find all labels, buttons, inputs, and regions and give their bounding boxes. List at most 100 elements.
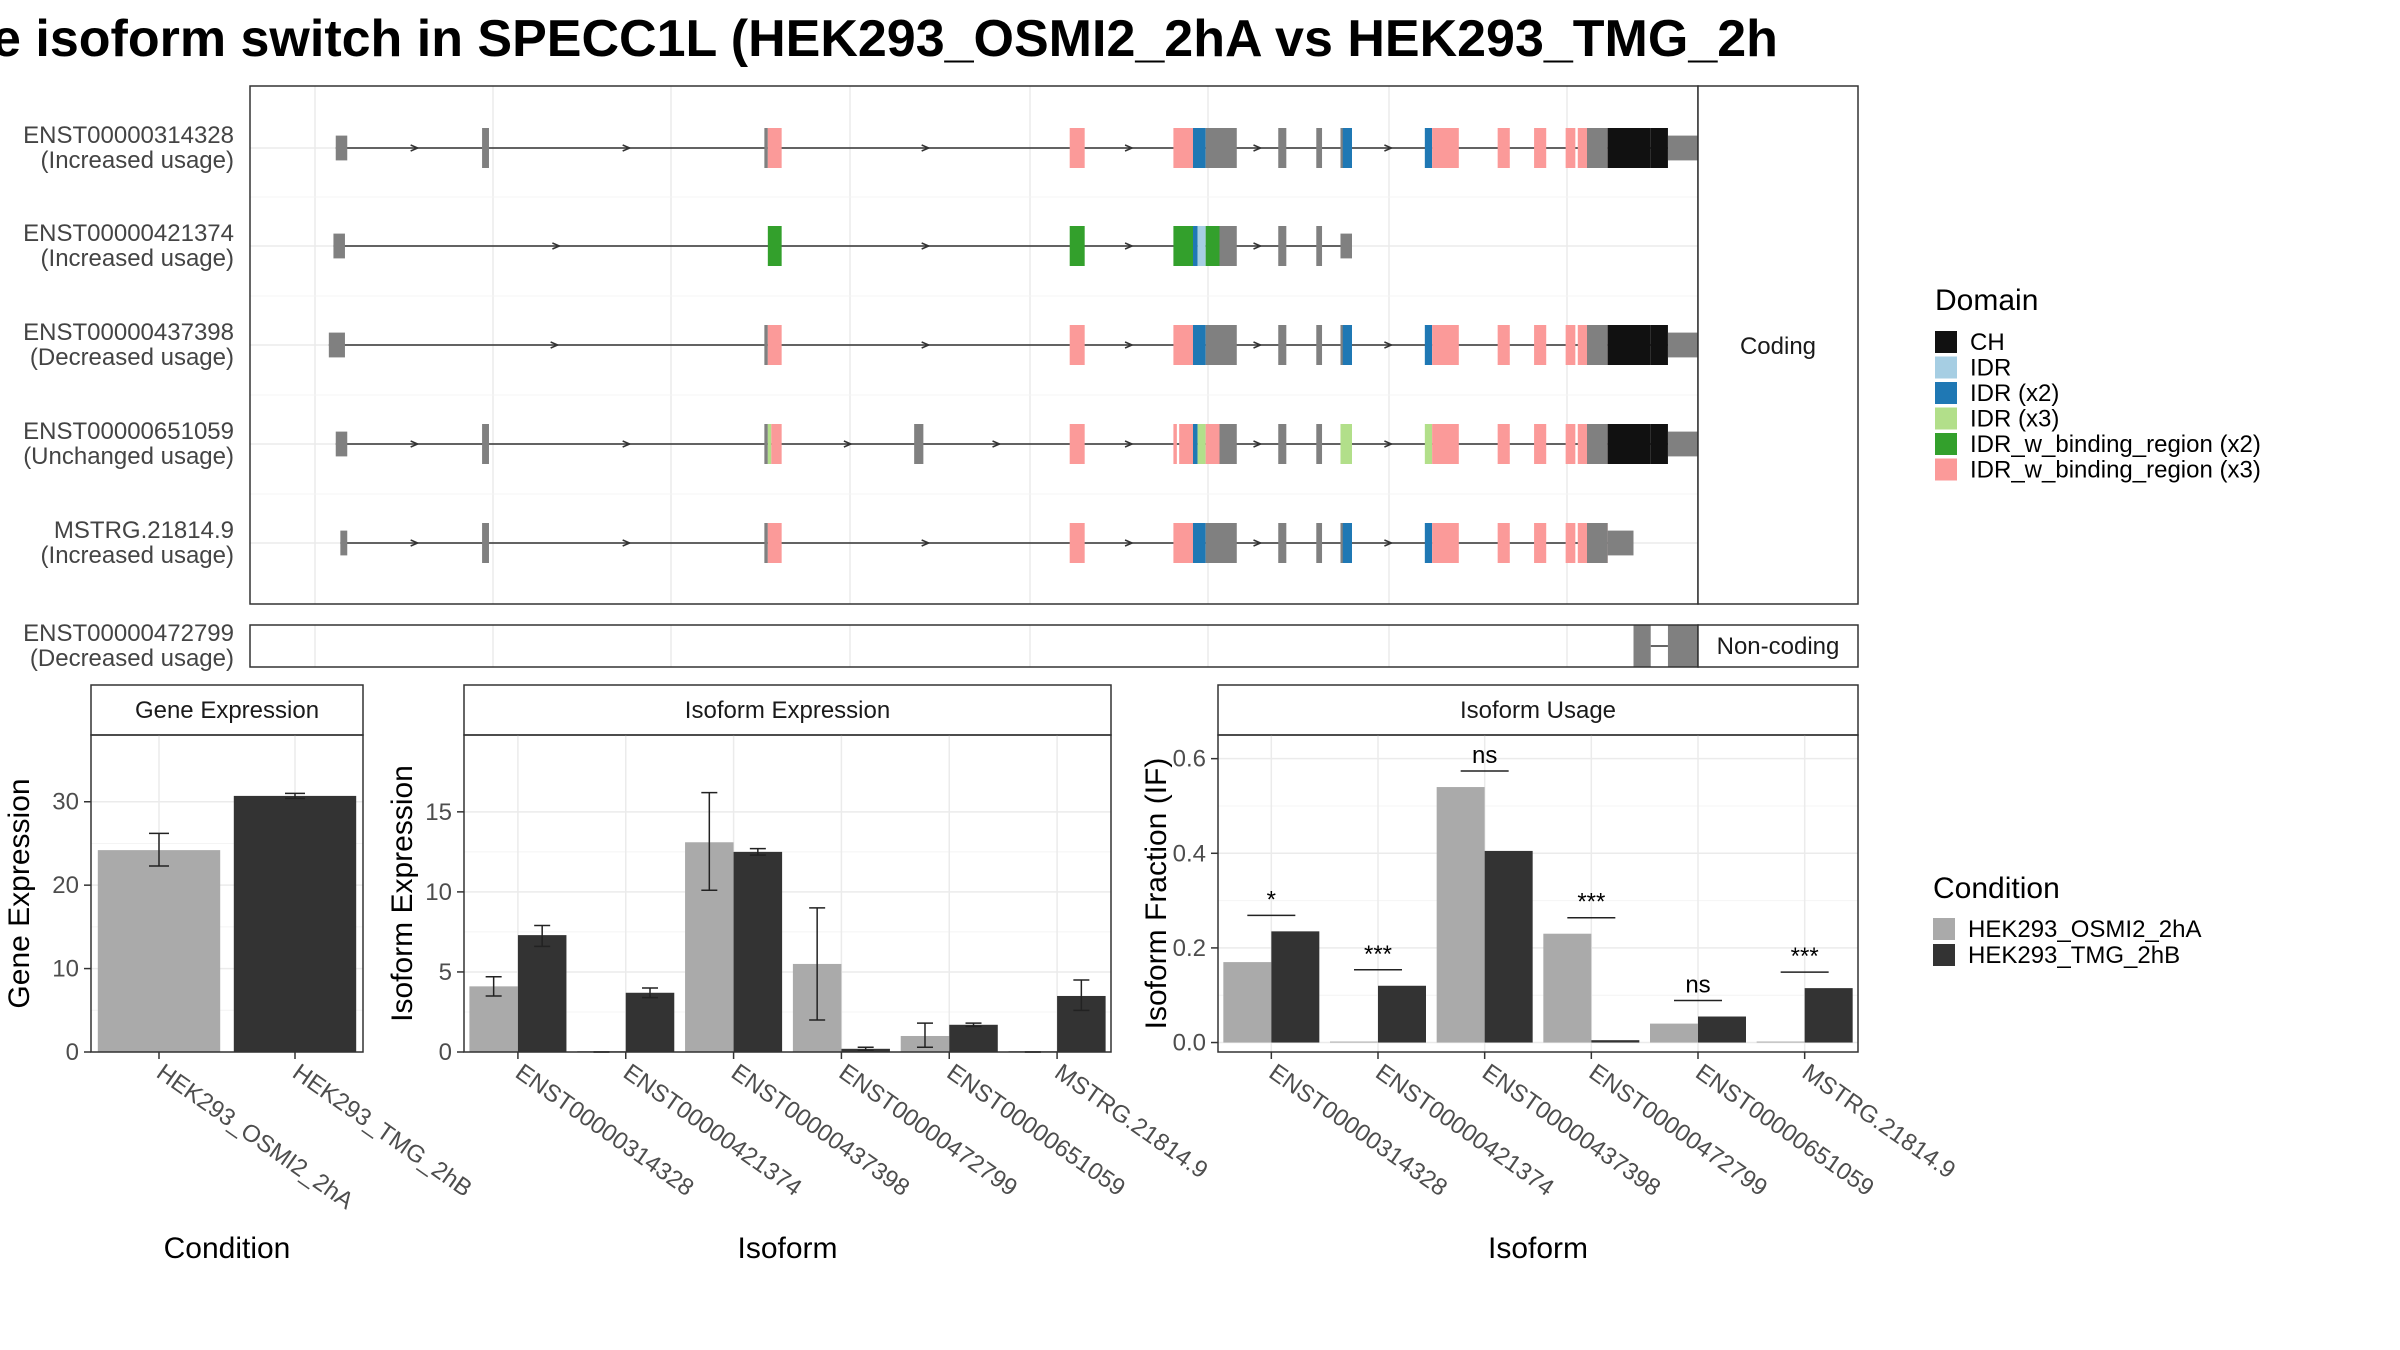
chart-1-title: Isoform Expression xyxy=(685,697,890,724)
chart-2-title-strip xyxy=(1217,684,1859,736)
transcript-3-exon xyxy=(771,424,782,464)
transcript-2-exon xyxy=(1205,325,1220,365)
transcript-1-exon xyxy=(1205,226,1220,266)
domain-legend-label: IDR_w_binding_region (x2) xyxy=(1970,431,2261,458)
transcript-1-exon xyxy=(1069,226,1085,266)
coding-strip-label: Coding xyxy=(1740,333,1816,360)
chart-2-significance-label: ns xyxy=(1472,742,1497,769)
transcript-4-exon xyxy=(482,523,489,563)
transcript-3-exon xyxy=(1179,424,1193,464)
transcript-0-direction-arrow xyxy=(1384,144,1394,152)
transcript-4-exon xyxy=(1219,523,1237,563)
transcript-1-direction-arrow xyxy=(921,242,931,250)
transcript-id: ENST00000651059 xyxy=(23,418,234,445)
transcript-1-exon xyxy=(1219,226,1237,266)
transcript-2-exon xyxy=(1173,325,1193,365)
domain-legend-label: IDR (x3) xyxy=(1970,406,2059,433)
condition-legend-swatch xyxy=(1933,918,1955,940)
domain-legend-swatch xyxy=(1935,331,1957,353)
condition-legend-swatch xyxy=(1933,944,1955,966)
domain-legend-swatch xyxy=(1935,382,1957,404)
transcript-3-exon xyxy=(1205,424,1220,464)
transcript-3-exon xyxy=(1432,424,1459,464)
transcript-2-direction-arrow xyxy=(1384,341,1394,349)
transcript-2-exon xyxy=(328,332,345,358)
domain-legend-label: CH xyxy=(1970,329,2005,356)
transcript-3-exon xyxy=(1424,424,1433,464)
transcript-0-exon xyxy=(1650,128,1668,168)
transcript-usage: (Increased usage) xyxy=(41,542,234,569)
chart-1-x-tick-label: ENST00000437398 xyxy=(726,1059,914,1202)
chart-2-x-axis-title: Isoform xyxy=(1488,1232,1588,1265)
coding-strip xyxy=(1697,85,1859,605)
transcript-0-exon xyxy=(482,128,489,168)
chart-2-bar xyxy=(1378,985,1426,1043)
transcript-1-exon xyxy=(1192,226,1198,266)
transcript-0-exon xyxy=(1340,128,1344,168)
transcript-1-exon xyxy=(1278,226,1287,266)
transcript-2-direction-arrow xyxy=(550,341,560,349)
transcript-2-exon xyxy=(1607,325,1634,365)
transcript-2-exon xyxy=(1316,325,1323,365)
transcript-2-exon xyxy=(1342,325,1352,365)
transcript-4-exon xyxy=(1069,523,1085,563)
chart-1-title-strip xyxy=(463,684,1112,736)
transcript-0-exon xyxy=(1069,128,1085,168)
transcript-0-exon xyxy=(1565,128,1576,168)
transcript-2-exon xyxy=(1192,325,1206,365)
transcript-1-exon xyxy=(1340,233,1352,259)
transcript-2-exon xyxy=(1650,325,1668,365)
transcript-4-exon xyxy=(1192,523,1206,563)
chart-2-bar xyxy=(1591,1040,1640,1043)
chart-2-x-tick-label: ENST00000651059 xyxy=(1691,1059,1879,1202)
chart-1-y-axis-title: Isoform Expression xyxy=(386,765,419,1022)
chart-2-y-tick-label: 0.2 xyxy=(1173,935,1206,962)
chart-0-y-tick-label: 30 xyxy=(52,789,79,816)
chart-2-bar xyxy=(1698,1016,1746,1043)
transcript-4-exon xyxy=(1342,523,1352,563)
domain-legend-swatch xyxy=(1935,433,1957,455)
transcript-2-direction-arrow xyxy=(1253,341,1263,349)
noncoding-panel-bg xyxy=(250,625,1698,667)
chart-1-x-tick-label: ENST00000472799 xyxy=(834,1059,1022,1202)
chart-2-bar xyxy=(1436,787,1485,1043)
transcript-1-exon xyxy=(1173,226,1193,266)
transcript-3-exon xyxy=(1278,424,1287,464)
chart-2-bar xyxy=(1756,1041,1805,1043)
domain-legend-label: IDR xyxy=(1970,355,2011,382)
domain-legend-label: IDR (x2) xyxy=(1970,380,2059,407)
transcript-3-exon xyxy=(1497,424,1510,464)
chart-0-title-strip xyxy=(90,684,364,736)
transcript-1-direction-arrow xyxy=(1124,242,1134,250)
transcript-0-direction-arrow xyxy=(921,144,931,152)
transcript-2-exon xyxy=(1432,325,1459,365)
transcript-id: ENST00000437398 xyxy=(23,319,234,346)
transcript-0-exon xyxy=(1633,128,1651,168)
transcript-0-exon xyxy=(1587,128,1608,168)
transcript-0-exon xyxy=(1205,128,1220,168)
chart-1-bar xyxy=(469,986,518,1052)
chart-2-significance-label: * xyxy=(1267,886,1276,913)
transcript-3-direction-arrow xyxy=(1384,440,1394,448)
chart-0-bar xyxy=(233,795,357,1052)
transcript-0-exon xyxy=(1342,128,1352,168)
transcript-3-exon xyxy=(1316,424,1323,464)
domain-legend-title: Domain xyxy=(1935,284,2038,317)
transcript-0-direction-arrow xyxy=(1124,144,1134,152)
transcript-0-exon xyxy=(335,135,348,161)
transcript-2-exon xyxy=(767,325,782,365)
transcript-3-direction-arrow xyxy=(992,440,1002,448)
transcript-2-exon xyxy=(1219,325,1237,365)
noncoding-exon xyxy=(1633,625,1651,667)
chart-0-y-tick-label: 0 xyxy=(66,1039,79,1066)
condition-legend-title: Condition xyxy=(1933,872,2060,905)
transcript-3-exon xyxy=(1633,424,1651,464)
transcript-usage: (Decreased usage) xyxy=(30,645,234,672)
noncoding-exon xyxy=(1667,625,1703,667)
transcript-4-exon xyxy=(1534,523,1547,563)
transcript-0-exon xyxy=(764,128,768,168)
transcript-0-exon xyxy=(1424,128,1433,168)
transcript-4-exon xyxy=(1587,523,1608,563)
condition-legend-label: HEK293_TMG_2hB xyxy=(1968,942,2180,969)
chart-0-x-axis-title: Condition xyxy=(164,1232,291,1265)
